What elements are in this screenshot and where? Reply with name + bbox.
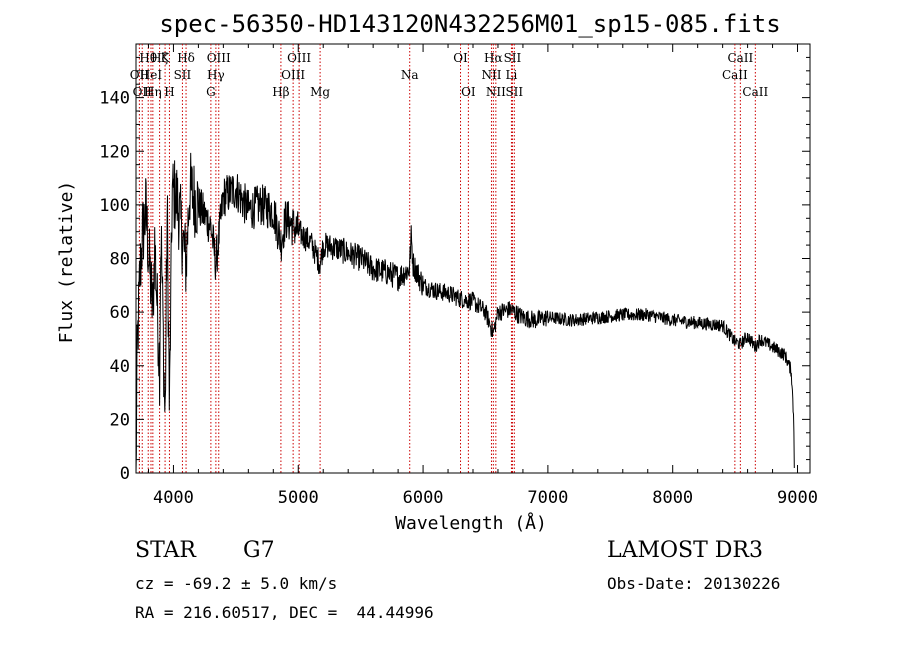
spectral-line-label-13: Hβ [272, 85, 289, 99]
axis-ticks: 4000 5000 6000 7000 8000 9000 0 20 40 60 80 100 120 1… [99, 44, 818, 508]
x-tick-label-9000: 9000 [777, 488, 818, 508]
spectral-line-label-5: Hζ [151, 51, 168, 65]
spectral-line-label-7: H [164, 85, 174, 99]
coordinates-readout: RA = 216.60517, DEC = 44.44996 [135, 603, 434, 622]
spectral-line-labels: OIIOIIHθHeIHηHζKHSIIHδGHγOIIIHβOIIIOIIIM… [130, 51, 769, 99]
y-tick-label-140: 140 [99, 89, 130, 109]
y-tick-label-100: 100 [99, 196, 130, 216]
spectral-line-label-0: OII [130, 68, 150, 82]
spectral-line-label-16: Mg [310, 85, 330, 99]
spectral-line-label-14: OIII [281, 68, 305, 82]
spectrum-line [135, 152, 795, 474]
spectral-line-label-18: OI [453, 51, 468, 65]
y-tick-label-80: 80 [110, 250, 130, 270]
spectral-line-label-27: CaII [727, 51, 753, 65]
spectral-line-markers [138, 44, 756, 473]
chart-title: spec-56350-HD143120N432256M01_sp15-085.f… [159, 10, 780, 38]
spectral-line-label-23: Li [506, 68, 518, 82]
spectral-line-label-15: OIII [287, 51, 311, 65]
spectral-line-label-28: CaII [742, 85, 768, 99]
survey-name: LAMOST DR3 [607, 538, 763, 563]
redshift-readout: cz = -69.2 ± 5.0 km/s [135, 574, 338, 593]
spectral-line-label-21: Hα [484, 51, 503, 65]
y-tick-label-0: 0 [120, 464, 130, 484]
y-tick-label-120: 120 [99, 142, 130, 162]
spectral-line-label-12: OIII [207, 51, 231, 65]
y-tick-label-20: 20 [110, 410, 130, 430]
spectral-line-label-20: NII [481, 68, 501, 82]
spectral-line-label-24: SII [504, 51, 522, 65]
object-class: STAR [135, 538, 196, 563]
x-tick-label-8000: 8000 [652, 488, 693, 508]
x-tick-label-6000: 6000 [403, 488, 444, 508]
y-axis-label: Flux (relative) [56, 181, 77, 344]
x-axis-label: Wavelength (Å) [395, 512, 547, 534]
x-tick-label-4000: 4000 [153, 488, 194, 508]
spectral-line-label-19: OI [461, 85, 476, 99]
spectral-line-label-22: NII [486, 85, 506, 99]
obs-date: Obs-Date: 20130226 [607, 574, 781, 593]
spectral-line-label-3: HeI [140, 68, 163, 82]
spectral-line-label-10: G [206, 85, 216, 99]
x-tick-label-7000: 7000 [527, 488, 568, 508]
x-tick-label-5000: 5000 [278, 488, 319, 508]
spectral-line-label-8: SII [174, 68, 192, 82]
spectral-line-label-25: SII [505, 85, 523, 99]
spectral-line-label-1: OII [133, 85, 153, 99]
subclass: G7 [243, 538, 275, 563]
y-tick-label-60: 60 [110, 303, 130, 323]
spectral-line-label-9: Hδ [177, 51, 195, 65]
y-tick-label-40: 40 [110, 357, 130, 377]
spectral-line-label-6: K [161, 51, 171, 65]
spectral-line-label-2: Hθ [139, 51, 157, 65]
spectral-line-label-26: CaII [722, 68, 748, 82]
spectral-line-label-17: Na [401, 68, 419, 82]
spectral-line-label-11: Hγ [207, 68, 225, 82]
spectral-line-label-4: Hη [144, 85, 162, 99]
plot-frame [135, 43, 811, 474]
